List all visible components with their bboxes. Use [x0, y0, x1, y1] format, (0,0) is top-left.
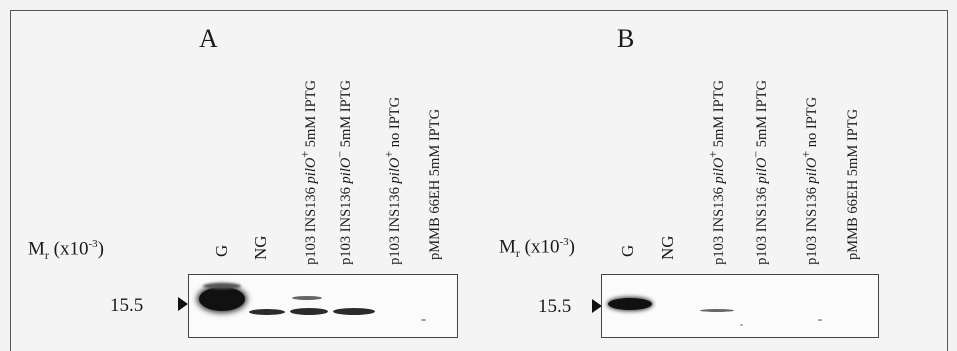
panel-letter-b: B — [617, 24, 635, 53]
band-pilo-plus-lower — [290, 308, 328, 315]
lane-label-pilo-plus-no-iptg: p103 INS136 pilO+ no IPTG — [382, 96, 403, 265]
band-g-smear — [203, 283, 241, 289]
marker-arrow-a — [178, 297, 188, 311]
speck-b1 — [740, 324, 743, 326]
western-blot-a — [188, 274, 458, 338]
mr-label-a: Mr (x10-3) — [28, 238, 104, 263]
speck-a — [421, 319, 426, 321]
lane-label-g-b: G — [618, 244, 637, 257]
lane-label-pilo-plus-iptg: p103 INS136 pilO+ 5mM IPTG — [298, 79, 319, 265]
lane-label-g: G — [212, 244, 231, 257]
speck-b2 — [818, 319, 822, 321]
panel-letter-a: A — [199, 24, 218, 53]
band-pilo-plus-upper — [292, 296, 322, 300]
band-g-b — [608, 298, 652, 310]
marker-label-a: 15.5 — [110, 295, 144, 316]
band-pilo-plus-b — [700, 309, 734, 312]
band-ng — [249, 309, 285, 315]
lane-label-pmmb66eh-b: pMMB 66EH 5mM IPTG — [845, 108, 861, 260]
lane-label-pilo-plus-iptg-b: p103 INS136 pilO+ 5mM IPTG — [706, 79, 727, 265]
marker-label-b: 15.5 — [538, 296, 572, 317]
lane-label-ng-b: NG — [658, 235, 677, 260]
western-blot-b — [601, 274, 879, 338]
band-pilo-minus — [333, 308, 375, 315]
lane-label-pilo-minus-iptg: p103 INS136 pilO− 5mM IPTG — [333, 79, 354, 265]
lane-label-pilo-plus-no-iptg-b: p103 INS136 pilO+ no IPTG — [799, 96, 820, 265]
mr-label-b: Mr (x10-3) — [499, 236, 575, 261]
marker-arrow-b — [592, 299, 602, 313]
lane-label-pmmb66eh: pMMB 66EH 5mM IPTG — [427, 108, 443, 260]
lane-label-pilo-minus-iptg-b: p103 INS136 pilO− 5mM IPTG — [749, 79, 770, 265]
lane-label-ng: NG — [251, 235, 270, 260]
band-g — [199, 287, 245, 311]
